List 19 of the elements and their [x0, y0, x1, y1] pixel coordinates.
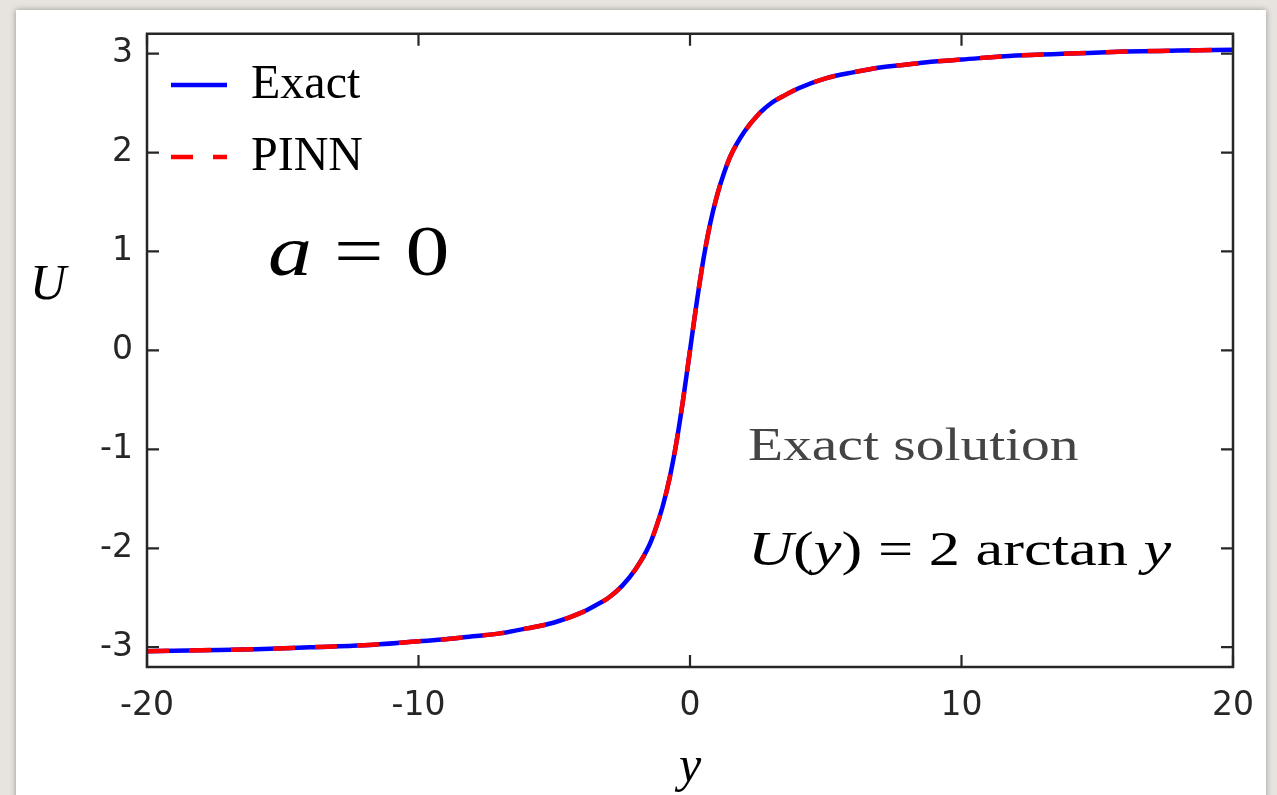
y-tick-label: 3 [112, 31, 133, 71]
legend-label: Exact [251, 54, 361, 108]
y-tick-label: 2 [112, 130, 133, 170]
legend-label: PINN [251, 126, 364, 180]
y-tick-label: 0 [112, 327, 133, 367]
y-tick-label: -2 [100, 525, 133, 565]
x-tick-label: 0 [679, 684, 701, 724]
x-tick-label: 20 [1212, 684, 1254, 724]
x-tick-label: 10 [940, 684, 983, 724]
y-axis-title: U [29, 253, 69, 310]
x-tick-label: -10 [391, 684, 446, 724]
y-tick-label: -3 [100, 624, 133, 664]
annotation: Exact solution [747, 419, 1079, 471]
x-axis-title: y [673, 736, 702, 793]
annotation: U(y) = 2 arctan y [747, 521, 1171, 575]
x-tick-label: -20 [120, 684, 174, 724]
y-tick-label: 1 [112, 229, 133, 269]
y-tick-label: -1 [100, 426, 133, 466]
annotation: a = 0 [267, 210, 449, 291]
